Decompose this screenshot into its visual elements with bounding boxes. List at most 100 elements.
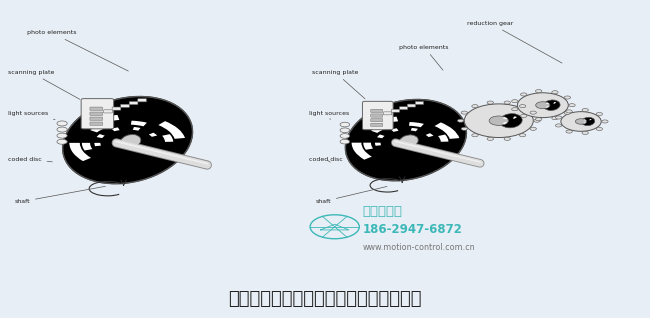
Wedge shape <box>434 122 460 139</box>
Wedge shape <box>546 102 549 104</box>
Circle shape <box>575 119 587 124</box>
Circle shape <box>489 116 508 125</box>
Circle shape <box>487 101 493 104</box>
FancyBboxPatch shape <box>370 109 383 113</box>
Text: coded disc: coded disc <box>8 156 53 162</box>
Ellipse shape <box>543 100 560 110</box>
FancyBboxPatch shape <box>370 123 383 127</box>
FancyBboxPatch shape <box>112 107 121 110</box>
FancyBboxPatch shape <box>103 110 112 113</box>
Wedge shape <box>112 128 120 131</box>
Wedge shape <box>97 134 105 138</box>
FancyBboxPatch shape <box>90 112 103 115</box>
Circle shape <box>596 113 603 115</box>
Wedge shape <box>411 128 418 131</box>
Circle shape <box>602 120 608 123</box>
Text: 西安德伽拓: 西安德伽拓 <box>363 204 402 218</box>
Circle shape <box>552 91 558 94</box>
Circle shape <box>458 119 463 122</box>
Ellipse shape <box>62 96 192 184</box>
Text: photo elements: photo elements <box>27 31 128 71</box>
Text: 从单圈绝对值编码器到多圈绝对值编码器: 从单圈绝对值编码器到多圈绝对值编码器 <box>228 290 422 308</box>
Ellipse shape <box>120 135 141 149</box>
Wedge shape <box>377 135 385 138</box>
Wedge shape <box>513 116 517 119</box>
Wedge shape <box>502 117 508 119</box>
Wedge shape <box>159 121 185 139</box>
Wedge shape <box>131 121 147 126</box>
Circle shape <box>555 124 562 127</box>
Text: 186-2947-6872: 186-2947-6872 <box>363 224 462 236</box>
Circle shape <box>461 111 467 114</box>
Text: light sources: light sources <box>8 111 55 120</box>
Wedge shape <box>391 128 398 132</box>
Circle shape <box>512 108 518 111</box>
Circle shape <box>504 137 510 140</box>
Circle shape <box>555 116 562 119</box>
Circle shape <box>566 130 572 133</box>
FancyBboxPatch shape <box>415 101 424 105</box>
Ellipse shape <box>582 117 595 126</box>
Circle shape <box>566 110 572 113</box>
Text: reduction gear: reduction gear <box>467 21 562 63</box>
Wedge shape <box>133 127 140 131</box>
Circle shape <box>57 121 67 126</box>
Wedge shape <box>590 119 592 120</box>
FancyBboxPatch shape <box>90 117 103 121</box>
Circle shape <box>582 108 588 112</box>
Ellipse shape <box>399 135 418 148</box>
Circle shape <box>521 93 527 96</box>
Circle shape <box>57 139 67 144</box>
Ellipse shape <box>499 114 522 128</box>
FancyBboxPatch shape <box>399 107 408 110</box>
Circle shape <box>464 104 533 137</box>
Wedge shape <box>426 133 434 137</box>
FancyBboxPatch shape <box>138 99 146 102</box>
Circle shape <box>461 127 467 130</box>
Wedge shape <box>545 106 549 108</box>
Wedge shape <box>352 143 372 160</box>
Wedge shape <box>371 126 386 133</box>
Circle shape <box>517 93 568 118</box>
FancyBboxPatch shape <box>90 107 103 110</box>
FancyBboxPatch shape <box>370 119 383 122</box>
FancyBboxPatch shape <box>81 99 114 129</box>
Circle shape <box>519 105 526 108</box>
Circle shape <box>530 111 536 114</box>
Text: light sources: light sources <box>309 111 349 120</box>
Wedge shape <box>363 143 373 150</box>
Wedge shape <box>583 122 586 123</box>
Circle shape <box>536 118 542 121</box>
Circle shape <box>340 122 350 127</box>
Wedge shape <box>82 143 92 150</box>
Circle shape <box>521 114 527 117</box>
Wedge shape <box>83 115 120 128</box>
Wedge shape <box>70 143 91 161</box>
Wedge shape <box>149 133 157 137</box>
Circle shape <box>582 131 588 135</box>
Circle shape <box>472 134 478 137</box>
Circle shape <box>564 96 571 99</box>
Text: photo elements: photo elements <box>400 45 449 70</box>
Wedge shape <box>438 135 448 142</box>
Circle shape <box>340 134 350 138</box>
Wedge shape <box>409 122 424 127</box>
Circle shape <box>57 133 67 138</box>
FancyBboxPatch shape <box>408 104 415 107</box>
Text: scanning plate: scanning plate <box>8 70 80 99</box>
Circle shape <box>512 100 518 103</box>
Circle shape <box>534 119 540 122</box>
Circle shape <box>564 111 571 114</box>
Circle shape <box>561 112 601 131</box>
Text: shaft: shaft <box>315 186 387 204</box>
Circle shape <box>596 128 603 130</box>
Wedge shape <box>364 117 398 129</box>
Circle shape <box>569 104 575 107</box>
Circle shape <box>504 101 510 104</box>
FancyBboxPatch shape <box>121 104 129 107</box>
Circle shape <box>530 127 536 130</box>
Text: shaft: shaft <box>14 186 105 204</box>
FancyBboxPatch shape <box>90 122 103 125</box>
FancyBboxPatch shape <box>391 109 400 112</box>
Wedge shape <box>583 119 586 121</box>
